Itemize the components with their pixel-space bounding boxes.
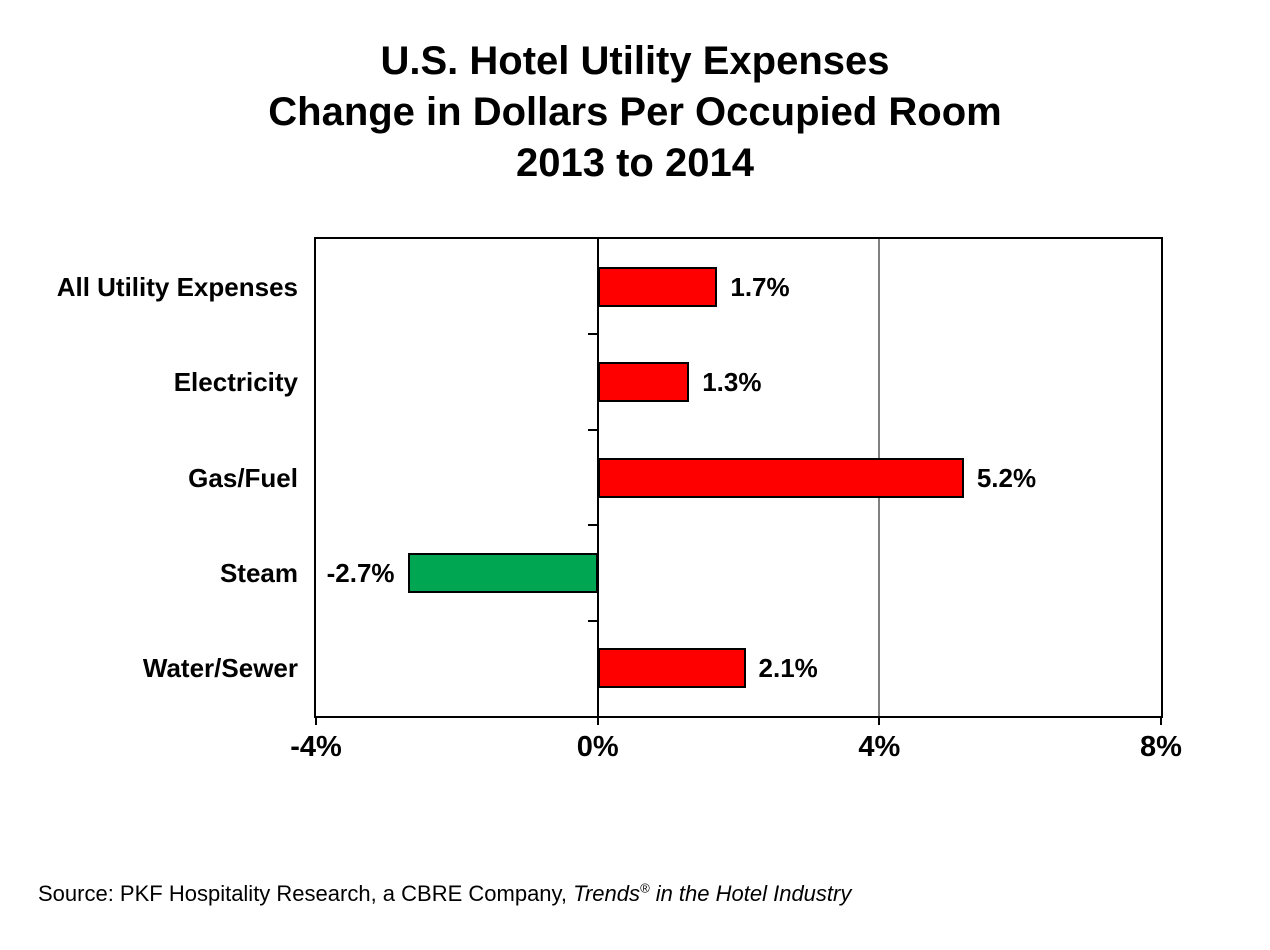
category-label-water-sewer: Water/Sewer (142, 653, 298, 684)
category-boundary-tick (587, 428, 598, 431)
bar-steam (407, 552, 598, 593)
x-axis-tick-label-8: 8% (1140, 731, 1182, 763)
x-axis-tick-4 (878, 718, 881, 725)
bar-value-label-all-utility-expenses: 1.7% (730, 271, 790, 302)
category-boundary-tick (587, 619, 598, 622)
category-boundary-tick (587, 333, 598, 336)
x-axis-tick-label-0: 0% (576, 731, 619, 763)
category-label-all-utility-expenses: All Utility Expenses (56, 271, 298, 302)
x-axis-tick-8 (1160, 718, 1162, 725)
bar-water-sewer (597, 648, 746, 689)
bar-gas-fuel (597, 457, 964, 498)
source-work-title: Trends (573, 881, 640, 906)
category-label-electricity: Electricity (173, 367, 298, 398)
registered-trademark-symbol: ® (639, 880, 650, 896)
bar-all-utility-expenses (597, 266, 718, 307)
chart-title-line3: 2013 to 2014 (516, 141, 754, 185)
bar-value-label-gas-fuel: 5.2% (976, 462, 1037, 493)
category-boundary-tick (587, 524, 598, 527)
source-note: Source: PKF Hospitality Research, a CBRE… (38, 881, 851, 907)
category-label-gas-fuel: Gas/Fuel (188, 462, 298, 493)
x-axis-tick-label-4: 4% (858, 731, 901, 763)
source-work-rest: in the Hotel Industry (649, 881, 852, 906)
bar-electricity (597, 362, 690, 403)
chart-title: U.S. Hotel Utility Expenses Change in Do… (0, 36, 1270, 189)
x-axis-tick-label--4: -4% (290, 731, 342, 763)
bar-value-label-steam: -2.7% (326, 557, 395, 588)
x-axis-tick--4 (315, 718, 317, 725)
category-label-steam: Steam (219, 557, 298, 588)
bar-value-label-water-sewer: 2.1% (758, 653, 818, 684)
x-axis-tick-0 (596, 718, 599, 725)
bar-value-label-electricity: 1.3% (702, 367, 762, 398)
source-text: Source: PKF Hospitality Research, a CBRE… (38, 881, 574, 906)
plot-area: 1.7% 1.3% 5.2% -2.7% 2.1% (314, 237, 1163, 718)
chart-title-line1: U.S. Hotel Utility Expenses (380, 39, 890, 83)
chart-title-line2: Change in Dollars Per Occupied Room (268, 90, 1002, 134)
